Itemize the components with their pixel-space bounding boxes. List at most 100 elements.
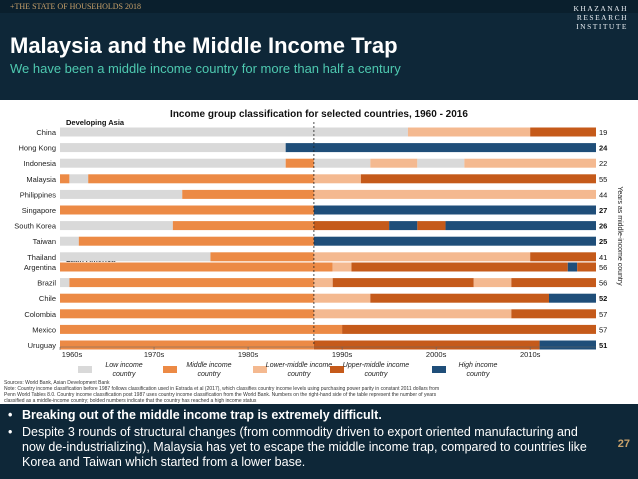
page-title: Malaysia and the Middle Income Trap xyxy=(10,33,398,58)
years-middle-income-label: 52 xyxy=(599,294,607,303)
country-label: Argentina xyxy=(24,263,57,272)
x-tick-label: 1960s xyxy=(62,350,83,359)
bar-segment-upper_middle xyxy=(370,293,549,303)
bar-segment-lower_middle xyxy=(370,158,418,168)
footnote-line: Sources: World Bank, Asian Development B… xyxy=(4,380,110,386)
bar-segment-upper_middle xyxy=(313,340,540,350)
legend-swatch-low xyxy=(78,366,92,373)
bar-segment-upper_middle xyxy=(511,309,596,319)
years-middle-income-label: 56 xyxy=(599,263,607,272)
brand-line: INSTITUTE xyxy=(576,22,628,31)
legend-label: Low income xyxy=(105,362,142,369)
country-label: South Korea xyxy=(14,222,57,231)
years-middle-income-label: 19 xyxy=(599,128,607,137)
bar-segment-middle xyxy=(60,340,314,350)
country-label: Uruguay xyxy=(28,341,57,350)
legend-label: Upper-middle income xyxy=(343,362,410,369)
legend-swatch-upper_middle xyxy=(330,366,344,373)
bar-segment-high xyxy=(445,221,596,231)
bar-segment-lower_middle xyxy=(313,252,531,262)
footnote-line: classified as a middle-income country; b… xyxy=(4,398,257,404)
footnotes: Sources: World Bank, Asian Development B… xyxy=(4,380,634,404)
legend-swatch-high xyxy=(432,366,446,373)
bar-segment-upper_middle xyxy=(313,221,390,231)
bar-segment-lower_middle xyxy=(407,127,531,137)
years-middle-income-label: 22 xyxy=(599,159,607,168)
bar-segment-middle xyxy=(172,221,314,231)
bar-segment-middle xyxy=(60,309,314,319)
brand-line: KHAZANAH xyxy=(573,4,628,13)
legend-swatch-middle xyxy=(163,366,177,373)
years-middle-income-label: 57 xyxy=(599,325,607,334)
bar-segment-low xyxy=(60,127,408,137)
takeaway-bullet: Despite 3 rounds of structural changes (… xyxy=(8,425,598,470)
legend-label: country xyxy=(365,371,388,378)
chart-svg: Income group classification for selected… xyxy=(14,109,623,378)
bar-segment-middle xyxy=(285,158,314,168)
country-label: Mexico xyxy=(32,325,56,334)
bar-segment-middle xyxy=(60,262,333,272)
bar-segment-high xyxy=(567,262,578,272)
country-label: Indonesia xyxy=(23,159,56,168)
years-middle-income-label: 27 xyxy=(599,206,607,215)
chart-title: Income group classification for selected… xyxy=(170,109,468,120)
bar-segment-middle xyxy=(60,205,314,215)
legend-swatch-lower_middle xyxy=(253,366,267,373)
brand-line: RESEARCH xyxy=(576,13,628,22)
header-strip xyxy=(0,0,638,13)
country-label: Brazil xyxy=(37,279,56,288)
bar-segment-middle xyxy=(69,278,314,288)
header-band xyxy=(0,0,638,100)
bar-segment-middle xyxy=(210,252,314,262)
years-middle-income-label: 55 xyxy=(599,175,607,184)
bar-segment-low xyxy=(60,236,79,246)
bar-segment-low xyxy=(60,158,286,168)
bar-segment-low xyxy=(60,252,211,262)
bar-segment-upper_middle xyxy=(417,221,446,231)
country-label: Philippines xyxy=(20,190,57,199)
country-label: Thailand xyxy=(27,253,56,262)
bar-segment-low xyxy=(313,158,371,168)
country-label: Colombia xyxy=(24,310,57,319)
country-label: Hong Kong xyxy=(18,144,56,153)
years-middle-income-label: 26 xyxy=(599,222,607,231)
bar-segment-upper_middle xyxy=(360,174,596,184)
x-tick-label: 2000s xyxy=(426,350,447,359)
bar-segment-high xyxy=(313,236,596,246)
legend-label: country xyxy=(467,371,490,378)
legend-label: Lower-middle income xyxy=(266,362,333,369)
legend-label: Middle income xyxy=(186,362,231,369)
chart: Income group classification for selected… xyxy=(0,102,638,382)
x-tick-label: 1970s xyxy=(144,350,165,359)
bar-segment-upper_middle xyxy=(530,127,596,137)
years-middle-income-label: 24 xyxy=(599,144,608,153)
bar-segment-low xyxy=(60,189,183,199)
bar-segment-low xyxy=(417,158,465,168)
x-tick-label: 1990s xyxy=(332,350,353,359)
bar-segment-upper_middle xyxy=(332,278,474,288)
report-tag: +THE STATE OF HOUSEHOLDS 2018 xyxy=(10,2,141,11)
bar-segment-high xyxy=(539,340,596,350)
bar-segment-low xyxy=(60,278,70,288)
country-label: Malaysia xyxy=(26,175,56,184)
bar-segment-middle xyxy=(88,174,314,184)
x-tick-label: 2010s xyxy=(520,350,541,359)
legend-label: High income xyxy=(459,362,498,369)
x-tick-label: 1980s xyxy=(238,350,259,359)
bar-segment-middle xyxy=(60,324,343,334)
bar-segment-lower_middle xyxy=(313,174,361,184)
bar-segment-high xyxy=(548,293,596,303)
bar-segment-middle xyxy=(60,174,70,184)
bar-segment-upper_middle xyxy=(511,278,596,288)
footnote-line: Penn World Tables 8.0. Country income cl… xyxy=(4,392,437,398)
bar-segment-upper_middle xyxy=(342,324,596,334)
takeaway-list: Breaking out of the middle income trap i… xyxy=(8,408,598,472)
country-label: China xyxy=(36,128,56,137)
country-label: Chile xyxy=(39,294,56,303)
legend-label: country xyxy=(113,371,136,378)
years-middle-income-label: 56 xyxy=(599,279,607,288)
bar-segment-high xyxy=(313,205,596,215)
bar-segment-low xyxy=(69,174,89,184)
years-middle-income-label: 51 xyxy=(599,341,607,350)
